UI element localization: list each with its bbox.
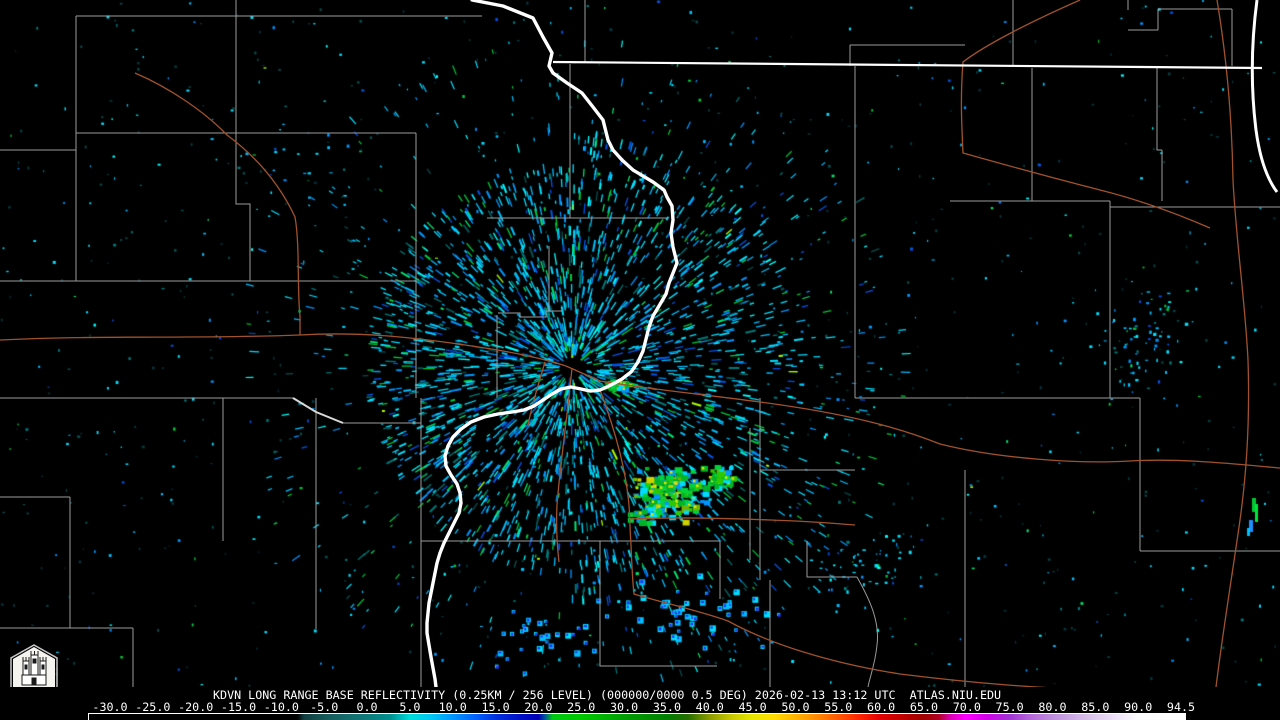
scale-label: -15.0 [220, 700, 257, 714]
scale-label: -10.0 [263, 700, 299, 714]
scale-label: 55.0 [824, 700, 853, 714]
scale-label: 70.0 [952, 700, 981, 714]
scale-label: 90.0 [1124, 700, 1153, 714]
scale-label: 35.0 [652, 700, 681, 714]
scale-label: 85.0 [1081, 700, 1110, 714]
scale-label: -30.0 [92, 700, 128, 714]
scale-label: -20.0 [178, 700, 214, 714]
scale-label: 20.0 [524, 700, 553, 714]
scale-label: 75.0 [995, 700, 1024, 714]
reflectivity-colorbar [88, 712, 1186, 720]
scale-label: 65.0 [909, 700, 939, 714]
scale-label: 10.0 [438, 700, 467, 714]
colorbar-scale-labels: -30.0 -25.0 -20.0 -15.0 -10.0 -5.0 0.0 5.0 10.0 1… [0, 700, 1280, 714]
logo-castle-icon [21, 651, 47, 686]
scale-label: 0.0 [356, 700, 378, 714]
scale-label: 30.0 [610, 700, 639, 714]
product-title: KDVN LONG RANGE BASE REFLECTIVITY (0.25K… [213, 688, 1002, 702]
scale-label: 80.0 [1038, 700, 1067, 714]
status-bar: KDVN LONG RANGE BASE REFLECTIVITY (0.25K… [0, 687, 1280, 720]
scale-label: -5.0 [310, 700, 339, 714]
scale-label: 40.0 [695, 700, 724, 714]
scale-label: 94.5 [1166, 700, 1196, 714]
scale-label: 25.0 [567, 700, 596, 714]
scale-label: 50.0 [781, 700, 810, 714]
scale-label: 5.0 [399, 700, 421, 714]
scale-label: -25.0 [135, 700, 171, 714]
scale-label: 15.0 [481, 700, 510, 714]
radar-echo-canvas [0, 0, 1280, 687]
scale-label: 45.0 [738, 700, 767, 714]
scale-label: 60.0 [867, 700, 896, 714]
